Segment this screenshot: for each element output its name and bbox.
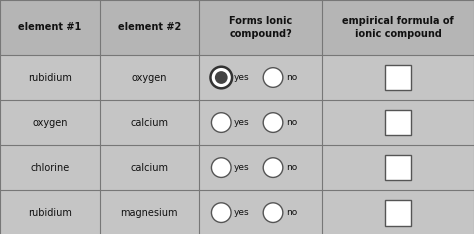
Text: no: no [286, 118, 297, 127]
Text: calcium: calcium [130, 117, 168, 128]
Text: oxygen: oxygen [132, 73, 167, 83]
FancyBboxPatch shape [385, 65, 411, 90]
Ellipse shape [263, 158, 283, 177]
FancyBboxPatch shape [385, 110, 411, 135]
Text: oxygen: oxygen [32, 117, 67, 128]
Text: no: no [286, 208, 297, 217]
Ellipse shape [263, 68, 283, 87]
Text: chlorine: chlorine [30, 163, 69, 173]
Text: calcium: calcium [130, 163, 168, 173]
FancyBboxPatch shape [385, 155, 411, 180]
Text: yes: yes [234, 73, 250, 82]
Text: element #2: element #2 [118, 22, 181, 33]
Bar [0, 0, 474, 55]
Ellipse shape [263, 203, 283, 223]
FancyBboxPatch shape [385, 200, 411, 226]
Bar [0, 190, 474, 234]
Text: magnesium: magnesium [120, 208, 178, 218]
Ellipse shape [210, 67, 232, 88]
Text: yes: yes [234, 208, 250, 217]
Text: Forms Ionic
compound?: Forms Ionic compound? [229, 16, 292, 39]
Ellipse shape [211, 113, 231, 132]
Text: yes: yes [234, 163, 250, 172]
Ellipse shape [211, 158, 231, 177]
Text: element #1: element #1 [18, 22, 82, 33]
Bar [0, 100, 474, 145]
Text: yes: yes [234, 118, 250, 127]
Text: rubidium: rubidium [28, 73, 72, 83]
Ellipse shape [211, 203, 231, 223]
Bar [0, 145, 474, 190]
Text: no: no [286, 163, 297, 172]
Ellipse shape [215, 71, 228, 84]
Text: rubidium: rubidium [28, 208, 72, 218]
Ellipse shape [263, 113, 283, 132]
Text: empirical formula of
ionic compound: empirical formula of ionic compound [342, 16, 454, 39]
Bar [0, 55, 474, 100]
Text: no: no [286, 73, 297, 82]
